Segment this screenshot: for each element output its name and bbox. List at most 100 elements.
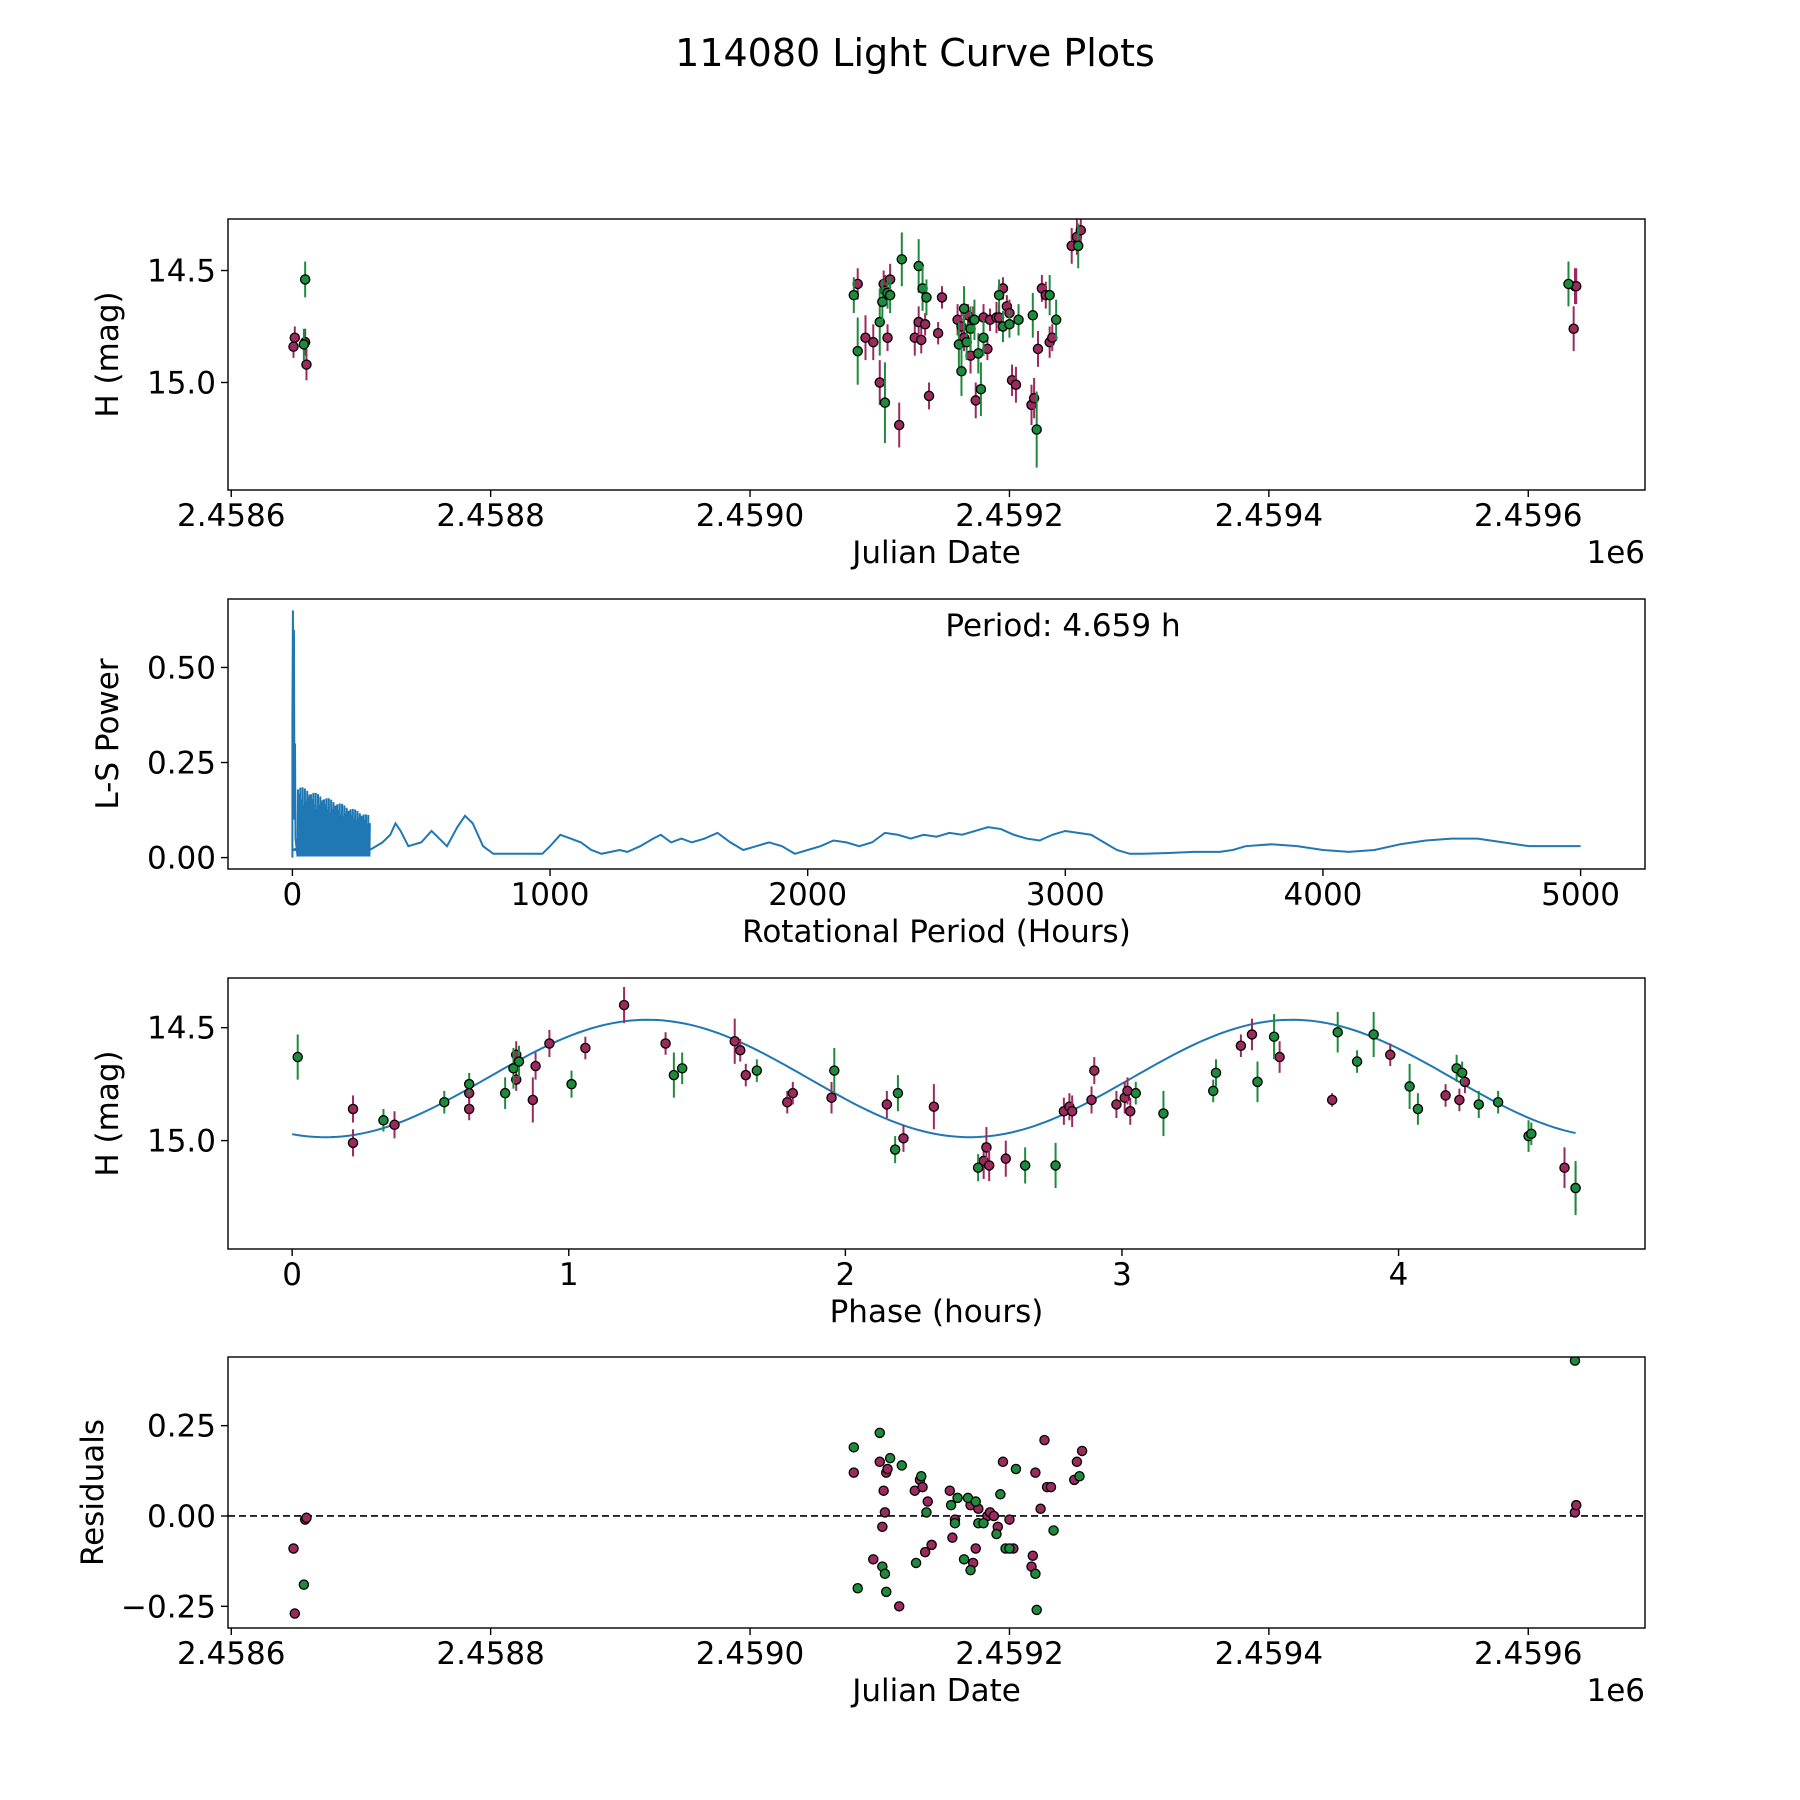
data-point <box>978 332 989 343</box>
data-point <box>1010 1463 1022 1475</box>
phase-folded-panel: 0 1 2 3 4 15.0 14.5 Phase (hours) H (mag) <box>90 977 1646 1330</box>
data-point <box>1004 1514 1015 1525</box>
data-point <box>884 1452 896 1464</box>
data-point <box>1207 1085 1219 1097</box>
data-point <box>877 1521 888 1533</box>
data-point <box>874 377 886 388</box>
residuals-axes-frame <box>227 1356 1646 1629</box>
data-point <box>751 1065 763 1076</box>
data-point <box>965 1564 976 1576</box>
data-point <box>580 1042 591 1054</box>
data-point <box>1268 1031 1280 1042</box>
data-point <box>1351 1056 1363 1067</box>
data-point <box>969 314 980 326</box>
x-axis-label: Julian Date <box>850 535 1021 571</box>
x-tick-label: 5000 <box>1541 877 1620 913</box>
y-axis-label: H (mag) <box>90 291 126 417</box>
data-point <box>995 1489 1006 1500</box>
data-point <box>527 1094 539 1106</box>
periodogram-axes-frame <box>227 598 1646 870</box>
x-tick-label: 2.4592 <box>955 498 1063 534</box>
data-point <box>923 390 935 402</box>
data-point <box>936 292 948 303</box>
x-tick-label: 0 <box>283 877 303 913</box>
data-point <box>1125 1105 1136 1117</box>
data-point <box>1089 1065 1100 1076</box>
data-point <box>1158 1108 1169 1119</box>
residuals-plot-area <box>228 1357 1645 1619</box>
data-point <box>1130 1087 1142 1099</box>
data-point <box>1246 1029 1258 1040</box>
data-point <box>1235 1040 1247 1052</box>
data-point <box>910 1557 922 1569</box>
data-point <box>301 1512 312 1524</box>
data-point <box>1032 343 1044 355</box>
data-point <box>848 1442 860 1453</box>
data-point <box>1030 1467 1041 1478</box>
data-point <box>1004 319 1015 330</box>
period-annotation: Period: 4.659 h <box>945 608 1180 644</box>
data-point <box>879 1507 891 1518</box>
data-point <box>740 1069 752 1081</box>
data-point <box>347 1103 359 1115</box>
data-point <box>868 1554 879 1565</box>
data-point <box>389 1119 400 1131</box>
data-point <box>660 1038 671 1049</box>
x-tick-label: 2.4588 <box>436 1636 544 1672</box>
data-point <box>881 1099 893 1110</box>
data-point <box>932 327 944 339</box>
data-point <box>916 334 927 346</box>
data-point <box>1570 1182 1581 1194</box>
data-point <box>983 1160 995 1171</box>
data-point <box>1274 1051 1285 1063</box>
data-point <box>970 395 981 406</box>
residuals-panel: 2.4586 2.4588 2.4590 2.4592 2.4594 2.4596 0.25… <box>75 1356 1646 1709</box>
data-point <box>1563 278 1574 290</box>
x-tick-label: 2.4596 <box>1474 1636 1582 1672</box>
x-tick-label: 2.4590 <box>696 1636 804 1672</box>
data-point <box>972 1162 984 1173</box>
y-axis-label: H (mag) <box>90 1050 126 1176</box>
raw-series-green <box>298 223 1574 468</box>
data-point <box>1440 1090 1451 1101</box>
x-axis-label: Julian Date <box>850 1673 1021 1709</box>
x-tick-label: 2.4586 <box>177 1636 285 1672</box>
data-point <box>463 1078 475 1090</box>
data-point <box>1031 424 1042 435</box>
data-point <box>1571 1499 1582 1511</box>
data-point <box>848 1467 860 1478</box>
data-point <box>1111 1099 1122 1110</box>
data-point <box>878 1485 889 1496</box>
model-fit-curve <box>292 1018 1576 1139</box>
data-point <box>288 1543 299 1554</box>
data-point <box>288 341 299 352</box>
data-point <box>1210 1067 1222 1079</box>
power-spectrum-line <box>291 610 1581 858</box>
x-tick-label: 1 <box>559 1257 579 1293</box>
data-point <box>829 1065 840 1076</box>
data-point <box>1568 323 1579 334</box>
y-tick-label: 14.5 <box>147 1011 216 1047</box>
data-point <box>1368 1029 1379 1040</box>
residuals-series-purple <box>288 1434 1582 1619</box>
data-point <box>1492 1096 1504 1108</box>
phase-series-purple <box>347 987 1581 1211</box>
data-point <box>919 319 931 330</box>
data-point <box>880 1586 892 1598</box>
data-point <box>735 1045 746 1056</box>
data-point <box>289 1608 301 1619</box>
data-point <box>928 1101 940 1112</box>
y-tick-label: 15.0 <box>147 365 216 401</box>
data-point <box>1027 310 1039 321</box>
data-point <box>991 1528 1002 1540</box>
data-point <box>970 1543 981 1554</box>
raw-light-curve-panel: 2.4586 2.4588 2.4590 2.4592 2.4594 2.4596 15.0… <box>90 218 1646 571</box>
data-point <box>301 359 312 370</box>
data-point <box>1559 1162 1570 1173</box>
data-point <box>1404 1081 1415 1092</box>
data-point <box>949 1517 961 1529</box>
data-point <box>874 1427 886 1439</box>
y-tick-label: 0.00 <box>147 1499 216 1535</box>
data-point <box>1010 379 1022 390</box>
x-tick-label: 2.4596 <box>1474 498 1582 534</box>
